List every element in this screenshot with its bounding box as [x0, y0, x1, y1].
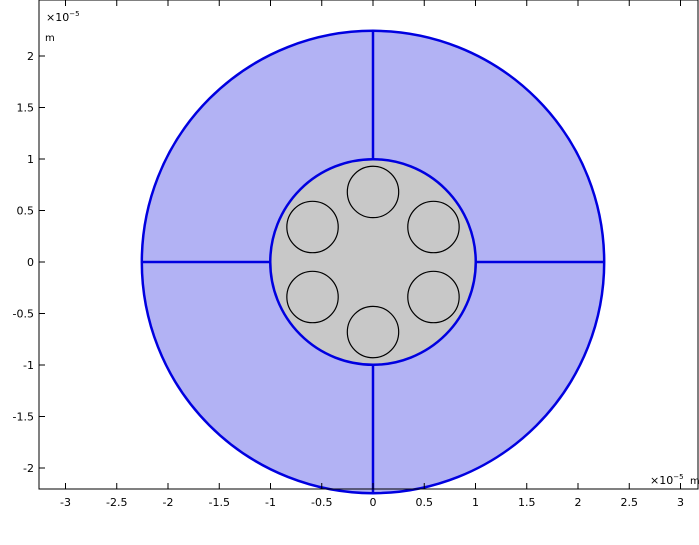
small-circle-3[interactable]: [407, 270, 460, 324]
axes-frame: [38, 0, 699, 490]
x-tick-label: -0.5: [311, 496, 332, 509]
x-tick-label: -3: [60, 496, 71, 509]
x-tick-label: 0: [370, 496, 377, 509]
x-tick-label: 0.5: [416, 496, 434, 509]
x-tick-label: 1.5: [518, 496, 536, 509]
y-tick-label: 1: [27, 153, 34, 166]
y-axis-unit: m: [45, 33, 55, 44]
x-tick-label: 2: [575, 496, 582, 509]
axes: -3 -2.5 -2 -1.5 -1 -0.5 0 0.5 1 1.5 2 2.5 3 2 1.5 1 0.5…: [13, 0, 699, 509]
small-circle-5[interactable]: [286, 270, 339, 324]
x-tick-label: 3: [677, 496, 684, 509]
y-tick-label: -2: [23, 462, 34, 475]
geometry-group[interactable]: [140, 29, 606, 495]
small-circle-4[interactable]: [346, 305, 400, 359]
y-tick-label: 1.5: [17, 102, 35, 115]
y-tick-label: 2: [27, 50, 34, 63]
y-tick-label: 0.5: [17, 205, 35, 218]
x-tick-label: 1: [472, 496, 479, 509]
x-axis-multiplier: ×10−5: [650, 473, 684, 487]
y-axis-ticks: 2 1.5 1 0.5 0 -0.5 -1 -1.5 -2: [13, 50, 45, 475]
y-tick-label: -0.5: [13, 308, 34, 321]
x-tick-label: -2: [163, 496, 174, 509]
small-circle-2[interactable]: [407, 200, 460, 254]
x-tick-label: 2.5: [621, 496, 639, 509]
y-tick-label: -1.5: [13, 411, 34, 424]
y-tick-label: -1: [23, 359, 34, 372]
core-domain[interactable]: [269, 158, 477, 366]
small-circle-6[interactable]: [286, 200, 339, 254]
y-tick-label: 0: [27, 256, 34, 269]
small-circle-domains[interactable]: [286, 165, 460, 359]
x-tick-label: -2.5: [106, 496, 127, 509]
x-axis-ticks: -3 -2.5 -2 -1.5 -1 -0.5 0 0.5 1 1.5 2 2.5 3: [60, 0, 684, 509]
x-axis-unit: m: [690, 476, 699, 487]
x-tick-label: -1: [265, 496, 276, 509]
small-circle-1[interactable]: [346, 165, 400, 219]
x-tick-label: -1.5: [209, 496, 230, 509]
y-axis-multiplier: ×10−5: [46, 10, 80, 24]
